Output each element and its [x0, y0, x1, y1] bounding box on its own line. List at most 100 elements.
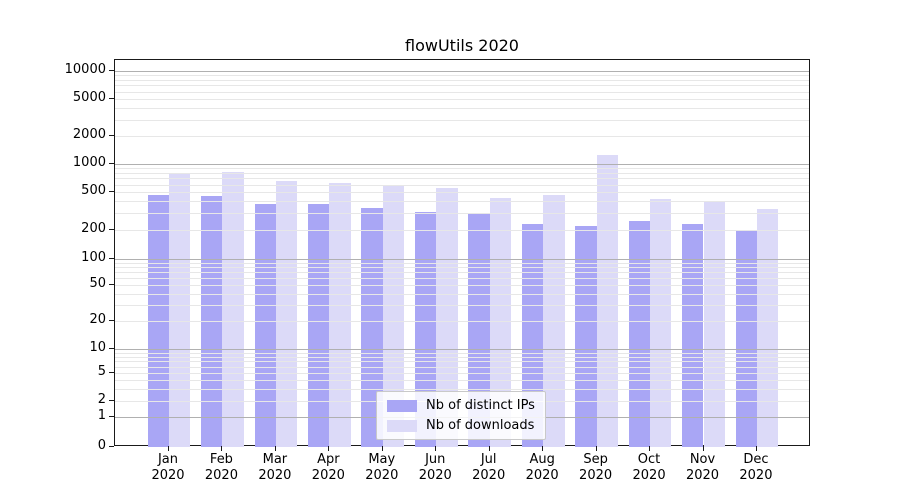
minor-gridline: [115, 173, 809, 174]
minor-gridline: [115, 352, 809, 354]
x-tick-mark: [649, 446, 651, 451]
minor-gridline: [115, 230, 809, 231]
x-tick-label: Aug 2020: [525, 452, 559, 483]
y-tick-mark: [109, 191, 114, 192]
y-tick-label: 5: [97, 364, 106, 379]
major-gridline: [115, 164, 809, 165]
y-tick-label: 5000: [72, 90, 106, 105]
minor-gridline: [115, 361, 809, 363]
y-tick-label: 500: [81, 183, 106, 198]
x-tick-label: Jul 2020: [472, 452, 506, 483]
x-tick-mark: [435, 446, 437, 451]
bar-distinct-ips-2: [254, 204, 276, 447]
minor-gridline: [115, 356, 809, 358]
bar-downloads-11: [756, 209, 779, 447]
x-tick-label: Feb 2020: [204, 452, 238, 483]
y-tick-label: 10000: [64, 61, 106, 77]
x-tick-mark: [221, 446, 223, 451]
bar-distinct-ips-9: [628, 220, 651, 447]
minor-gridline: [115, 99, 809, 100]
legend-item-downloads: Nb of downloads: [387, 418, 535, 433]
bar-distinct-ips-8: [575, 226, 597, 447]
minor-gridline: [115, 184, 809, 186]
minor-gridline: [115, 305, 809, 307]
legend-item-distinct-ips: Nb of distinct IPs: [387, 398, 535, 413]
x-tick-label: Mar 2020: [258, 452, 292, 483]
x-tick-mark: [328, 446, 330, 451]
minor-gridline: [115, 85, 809, 87]
minor-gridline: [115, 91, 809, 93]
minor-gridline: [115, 74, 809, 76]
legend-swatch-downloads: [387, 419, 417, 432]
bar-distinct-ips-5: [414, 212, 437, 447]
y-tick-label: 1000: [72, 155, 106, 170]
y-tick-mark: [109, 163, 114, 164]
minor-gridline: [115, 192, 809, 193]
x-tick-mark: [274, 446, 276, 451]
x-tick-label: Nov 2020: [685, 452, 720, 483]
major-gridline: [115, 70, 809, 72]
minor-gridline: [115, 321, 809, 322]
x-tick-mark: [381, 446, 383, 451]
y-tick-mark: [109, 446, 114, 447]
grid-layer: [115, 60, 809, 445]
legend-swatch-distinct-ips: [387, 399, 417, 412]
bar-downloads-0: [169, 173, 191, 447]
y-tick-label: 100: [81, 249, 106, 265]
minor-gridline: [115, 136, 809, 137]
minor-gridline: [115, 272, 809, 274]
minor-gridline: [115, 262, 809, 264]
minor-gridline: [115, 285, 809, 286]
x-tick-label: Sep 2020: [579, 452, 613, 483]
y-tick-mark: [109, 320, 114, 321]
minor-gridline: [115, 213, 809, 215]
minor-gridline: [115, 278, 809, 280]
y-tick-mark: [109, 348, 114, 349]
y-tick-mark: [109, 229, 114, 230]
bar-downloads-5: [436, 188, 458, 447]
chart-title: flowUtils 2020: [405, 36, 519, 55]
major-gridline: [115, 349, 809, 350]
bar-downloads-1: [222, 171, 244, 447]
y-tick-label: 1: [97, 408, 106, 423]
bar-downloads-6: [489, 198, 512, 447]
y-tick-mark: [109, 257, 114, 259]
legend-label-distinct-ips: Nb of distinct IPs: [426, 398, 535, 413]
y-tick-mark: [109, 284, 114, 285]
minor-gridline: [115, 388, 809, 390]
x-tick-mark: [168, 446, 169, 451]
y-tick-label: 200: [81, 221, 106, 236]
major-gridline: [115, 258, 809, 260]
x-tick-label: Dec 2020: [739, 452, 773, 483]
minor-gridline: [115, 366, 809, 368]
y-tick-label: 10: [89, 340, 106, 355]
y-tick-label: 0: [97, 438, 106, 453]
minor-gridline: [115, 379, 809, 381]
minor-gridline: [115, 108, 809, 109]
bar-distinct-ips-10: [682, 224, 704, 447]
minor-gridline: [115, 119, 809, 121]
bar-downloads-9: [650, 199, 672, 447]
minor-gridline: [115, 293, 809, 295]
y-tick-label: 50: [89, 276, 106, 291]
minor-gridline: [115, 201, 809, 203]
minor-gridline: [115, 79, 809, 81]
x-tick-mark: [542, 446, 544, 451]
minor-gridline: [115, 267, 809, 269]
x-tick-mark: [595, 446, 597, 451]
y-tick-mark: [109, 372, 114, 373]
y-tick-mark: [109, 400, 114, 401]
y-tick-label: 2: [97, 392, 106, 407]
y-tick-label: 2000: [72, 127, 106, 142]
bar-downloads-3: [329, 183, 351, 447]
legend: Nb of distinct IPs Nb of downloads: [376, 391, 546, 440]
y-tick-mark: [109, 98, 114, 99]
legend-label-downloads: Nb of downloads: [426, 418, 535, 433]
minor-gridline: [115, 168, 809, 170]
minor-gridline: [115, 373, 809, 374]
x-tick-label: Jun 2020: [418, 452, 452, 483]
plot-area: [114, 59, 810, 447]
x-tick-mark: [488, 446, 490, 451]
y-tick-label: 20: [89, 312, 106, 327]
